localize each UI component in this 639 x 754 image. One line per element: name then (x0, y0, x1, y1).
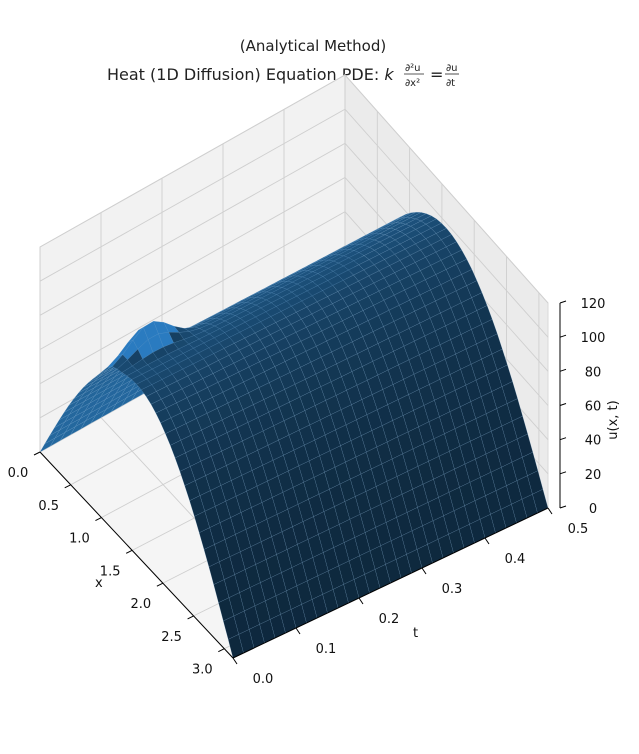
x-tick-label: 0.5 (38, 499, 59, 514)
x-axis-line (39, 451, 234, 659)
z-tick (559, 300, 567, 304)
z-tick (559, 334, 567, 338)
gridline-z (39, 74, 549, 304)
x-tick-label: 2.5 (161, 630, 182, 645)
z-tick (559, 437, 567, 441)
z-tick (559, 368, 567, 372)
t-axis-line (232, 507, 549, 659)
x-tick-label: 2.0 (131, 597, 152, 612)
axes-lines (33, 300, 567, 665)
eq-equals: = (430, 65, 443, 84)
tick-labels: 0.00.51.01.52.02.53.00.00.10.20.30.40.50… (8, 297, 606, 687)
x-tick-label: 3.0 (192, 663, 213, 678)
t-tick-label: 0.1 (316, 642, 337, 657)
t-tick (484, 537, 490, 545)
z-tick-label: 20 (585, 468, 602, 483)
t-axis-label: t (413, 626, 418, 641)
t-tick (232, 657, 238, 665)
x-tick (125, 549, 133, 554)
subtitle-prefix: Heat (1D Diffusion) Equation PDE: (107, 65, 384, 84)
eq-rhs-numerator: ∂u (446, 63, 458, 74)
chart-title: (Analytical Method) (240, 37, 386, 55)
t-tick (295, 627, 301, 635)
z-tick-label: 0 (589, 502, 597, 517)
z-tick (559, 505, 567, 509)
t-tick (358, 597, 364, 605)
z-tick (559, 471, 567, 475)
surface-mesh (39, 212, 549, 659)
chart-subtitle: Heat (1D Diffusion) Equation PDE: k (107, 65, 394, 84)
x-tick-label: 1.0 (69, 532, 90, 547)
t-tick-label: 0.0 (253, 672, 274, 687)
subtitle-k: k (384, 65, 394, 84)
x-tick-label: 1.5 (100, 564, 121, 579)
eq-lhs-numerator: ∂²u (405, 63, 421, 74)
t-tick-label: 0.4 (505, 552, 526, 567)
x-tick (187, 615, 194, 620)
t-tick (421, 567, 427, 575)
t-tick (547, 507, 553, 515)
z-tick-label: 80 (585, 365, 602, 380)
t-tick-label: 0.5 (568, 522, 589, 537)
x-tick (33, 451, 41, 456)
eq-lhs-denominator: ∂x² (405, 78, 420, 89)
eq-rhs-denominator: ∂t (446, 78, 455, 89)
x-tick-label: 0.0 (8, 466, 29, 481)
z-tick-label: 60 (585, 400, 602, 415)
gridline-z (39, 108, 549, 338)
x-tick (156, 582, 164, 587)
z-tick-label: 100 (581, 331, 606, 346)
x-tick (95, 517, 102, 522)
z-tick-label: 120 (581, 297, 606, 312)
x-tick (64, 484, 71, 489)
x-tick (218, 648, 225, 653)
t-tick-label: 0.2 (379, 612, 400, 627)
z-axis-label: u(x, t) (606, 400, 621, 439)
z-tick (559, 403, 567, 406)
x-axis-label: x (95, 576, 103, 591)
z-tick-label: 40 (585, 434, 602, 449)
t-tick-label: 0.3 (442, 582, 463, 597)
